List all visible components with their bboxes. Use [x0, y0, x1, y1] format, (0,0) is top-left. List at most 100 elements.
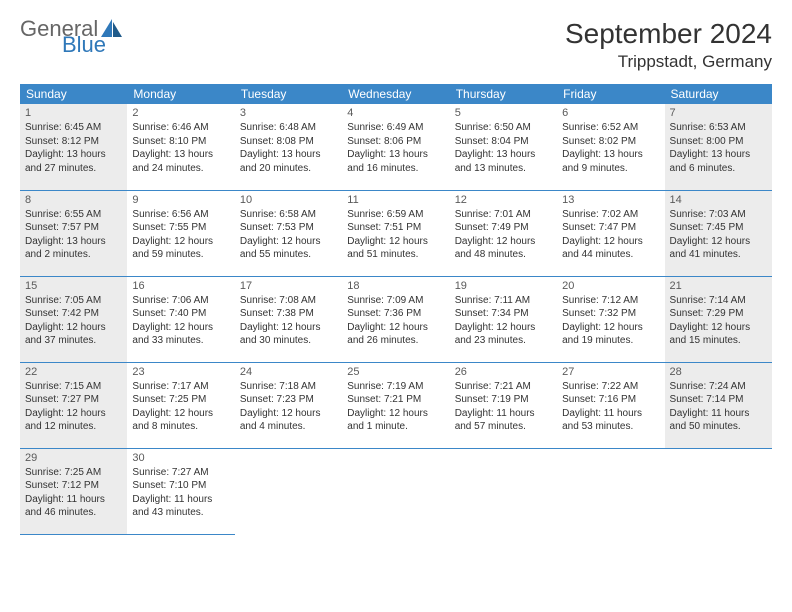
day-info: Sunrise: 6:50 AMSunset: 8:04 PMDaylight:… — [455, 121, 552, 175]
day-cell: 15 Sunrise: 7:05 AMSunset: 7:42 PMDayligh… — [20, 276, 127, 362]
day-number: 12 — [455, 194, 552, 206]
day-cell: 5 Sunrise: 6:50 AMSunset: 8:04 PMDaylight… — [450, 104, 557, 190]
day-number: 4 — [347, 107, 444, 119]
day-number: 7 — [670, 107, 767, 119]
day-info: Sunrise: 6:58 AMSunset: 7:53 PMDaylight:… — [240, 208, 337, 262]
day-info: Sunrise: 7:22 AMSunset: 7:16 PMDaylight:… — [562, 380, 659, 434]
day-info: Sunrise: 7:12 AMSunset: 7:32 PMDaylight:… — [562, 294, 659, 348]
day-info: Sunrise: 6:49 AMSunset: 8:06 PMDaylight:… — [347, 121, 444, 175]
day-number: 10 — [240, 194, 337, 206]
day-cell: 30 Sunrise: 7:27 AMSunset: 7:10 PMDayligh… — [127, 448, 234, 534]
day-info: Sunrise: 7:18 AMSunset: 7:23 PMDaylight:… — [240, 380, 337, 434]
day-info: Sunrise: 6:48 AMSunset: 8:08 PMDaylight:… — [240, 121, 337, 175]
day-info: Sunrise: 6:59 AMSunset: 7:51 PMDaylight:… — [347, 208, 444, 262]
day-number: 3 — [240, 107, 337, 119]
day-cell: 20 Sunrise: 7:12 AMSunset: 7:32 PMDayligh… — [557, 276, 664, 362]
day-number: 22 — [25, 366, 122, 378]
day-info: Sunrise: 7:11 AMSunset: 7:34 PMDaylight:… — [455, 294, 552, 348]
day-cell: 17 Sunrise: 7:08 AMSunset: 7:38 PMDayligh… — [235, 276, 342, 362]
empty-cell — [450, 448, 557, 534]
day-info: Sunrise: 7:14 AMSunset: 7:29 PMDaylight:… — [670, 294, 767, 348]
day-number: 9 — [132, 194, 229, 206]
dow-thursday: Thursday — [450, 84, 557, 104]
calendar-body: 1Sunrise: 6:45 AMSunset: 8:12 PMDaylight… — [20, 104, 772, 534]
day-number: 2 — [132, 107, 229, 119]
week-row: 8 Sunrise: 6:55 AMSunset: 7:57 PMDaylight… — [20, 190, 772, 276]
day-info: Sunrise: 6:52 AMSunset: 8:02 PMDaylight:… — [562, 121, 659, 175]
day-number: 15 — [25, 280, 122, 292]
day-number: 24 — [240, 366, 337, 378]
day-cell: 28 Sunrise: 7:24 AMSunset: 7:14 PMDayligh… — [665, 362, 772, 448]
day-info: Sunrise: 6:46 AMSunset: 8:10 PMDaylight:… — [132, 121, 229, 175]
day-cell: 13 Sunrise: 7:02 AMSunset: 7:47 PMDayligh… — [557, 190, 664, 276]
dow-row: Sunday Monday Tuesday Wednesday Thursday… — [20, 84, 772, 104]
day-info: Sunrise: 6:56 AMSunset: 7:55 PMDaylight:… — [132, 208, 229, 262]
week-row: 15 Sunrise: 7:05 AMSunset: 7:42 PMDayligh… — [20, 276, 772, 362]
day-info: Sunrise: 7:03 AMSunset: 7:45 PMDaylight:… — [670, 208, 767, 262]
day-number: 20 — [562, 280, 659, 292]
day-number: 6 — [562, 107, 659, 119]
day-info: Sunrise: 7:15 AMSunset: 7:27 PMDaylight:… — [25, 380, 122, 434]
day-cell: 4 Sunrise: 6:49 AMSunset: 8:06 PMDaylight… — [342, 104, 449, 190]
header: General Blue September 2024 Trippstadt, … — [20, 18, 772, 72]
day-info: Sunrise: 7:09 AMSunset: 7:36 PMDaylight:… — [347, 294, 444, 348]
day-number: 19 — [455, 280, 552, 292]
location-label: Trippstadt, Germany — [565, 52, 772, 72]
day-cell: 1Sunrise: 6:45 AMSunset: 8:12 PMDaylight… — [20, 104, 127, 190]
day-info: Sunrise: 7:01 AMSunset: 7:49 PMDaylight:… — [455, 208, 552, 262]
day-cell: 23 Sunrise: 7:17 AMSunset: 7:25 PMDayligh… — [127, 362, 234, 448]
logo: General Blue — [20, 18, 123, 56]
day-cell: 29Sunrise: 7:25 AMSunset: 7:12 PMDayligh… — [20, 448, 127, 534]
day-info: Sunrise: 7:21 AMSunset: 7:19 PMDaylight:… — [455, 380, 552, 434]
day-info: Sunrise: 6:45 AMSunset: 8:12 PMDaylight:… — [25, 121, 122, 175]
empty-cell — [235, 448, 342, 534]
day-number: 27 — [562, 366, 659, 378]
day-number: 25 — [347, 366, 444, 378]
day-info: Sunrise: 7:24 AMSunset: 7:14 PMDaylight:… — [670, 380, 767, 434]
day-info: Sunrise: 7:17 AMSunset: 7:25 PMDaylight:… — [132, 380, 229, 434]
week-row: 29Sunrise: 7:25 AMSunset: 7:12 PMDayligh… — [20, 448, 772, 534]
day-cell: 12 Sunrise: 7:01 AMSunset: 7:49 PMDayligh… — [450, 190, 557, 276]
page-title: September 2024 — [565, 18, 772, 50]
day-info: Sunrise: 6:53 AMSunset: 8:00 PMDaylight:… — [670, 121, 767, 175]
day-info: Sunrise: 7:25 AMSunset: 7:12 PMDaylight:… — [25, 466, 122, 520]
day-number: 16 — [132, 280, 229, 292]
empty-cell — [342, 448, 449, 534]
calendar-table: Sunday Monday Tuesday Wednesday Thursday… — [20, 84, 772, 535]
title-block: September 2024 Trippstadt, Germany — [565, 18, 772, 72]
day-info: Sunrise: 6:55 AMSunset: 7:57 PMDaylight:… — [25, 208, 122, 262]
week-row: 1Sunrise: 6:45 AMSunset: 8:12 PMDaylight… — [20, 104, 772, 190]
day-number: 8 — [25, 194, 122, 206]
week-row: 22 Sunrise: 7:15 AMSunset: 7:27 PMDayligh… — [20, 362, 772, 448]
day-number: 21 — [670, 280, 767, 292]
day-cell: 25Sunrise: 7:19 AMSunset: 7:21 PMDayligh… — [342, 362, 449, 448]
dow-saturday: Saturday — [665, 84, 772, 104]
dow-wednesday: Wednesday — [342, 84, 449, 104]
day-number: 17 — [240, 280, 337, 292]
day-cell: 19 Sunrise: 7:11 AMSunset: 7:34 PMDayligh… — [450, 276, 557, 362]
dow-monday: Monday — [127, 84, 234, 104]
day-number: 5 — [455, 107, 552, 119]
day-info: Sunrise: 7:05 AMSunset: 7:42 PMDaylight:… — [25, 294, 122, 348]
empty-cell — [557, 448, 664, 534]
day-info: Sunrise: 7:27 AMSunset: 7:10 PMDaylight:… — [132, 466, 229, 520]
day-cell: 21 Sunrise: 7:14 AMSunset: 7:29 PMDayligh… — [665, 276, 772, 362]
dow-tuesday: Tuesday — [235, 84, 342, 104]
dow-friday: Friday — [557, 84, 664, 104]
day-cell: 27 Sunrise: 7:22 AMSunset: 7:16 PMDayligh… — [557, 362, 664, 448]
day-cell: 18Sunrise: 7:09 AMSunset: 7:36 PMDayligh… — [342, 276, 449, 362]
day-cell: 24 Sunrise: 7:18 AMSunset: 7:23 PMDayligh… — [235, 362, 342, 448]
day-info: Sunrise: 7:06 AMSunset: 7:40 PMDaylight:… — [132, 294, 229, 348]
day-info: Sunrise: 7:08 AMSunset: 7:38 PMDaylight:… — [240, 294, 337, 348]
day-cell: 22 Sunrise: 7:15 AMSunset: 7:27 PMDayligh… — [20, 362, 127, 448]
day-cell: 2 Sunrise: 6:46 AMSunset: 8:10 PMDaylight… — [127, 104, 234, 190]
day-info: Sunrise: 7:02 AMSunset: 7:47 PMDaylight:… — [562, 208, 659, 262]
day-cell: 26Sunrise: 7:21 AMSunset: 7:19 PMDayligh… — [450, 362, 557, 448]
dow-sunday: Sunday — [20, 84, 127, 104]
day-cell: 14Sunrise: 7:03 AMSunset: 7:45 PMDayligh… — [665, 190, 772, 276]
day-number: 28 — [670, 366, 767, 378]
day-number: 13 — [562, 194, 659, 206]
day-number: 30 — [132, 452, 229, 464]
day-number: 23 — [132, 366, 229, 378]
day-cell: 16 Sunrise: 7:06 AMSunset: 7:40 PMDayligh… — [127, 276, 234, 362]
